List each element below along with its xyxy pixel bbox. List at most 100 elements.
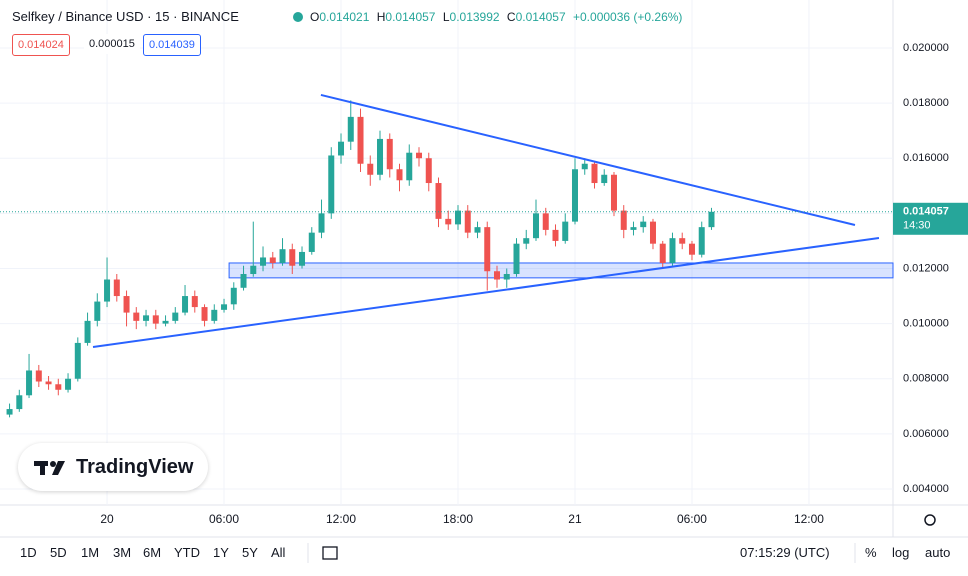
x-tick-label: 12:00 — [326, 512, 356, 526]
candle-body — [679, 238, 686, 244]
candle-body — [221, 304, 228, 310]
percent-toggle[interactable]: % — [865, 545, 877, 560]
logo-icon — [34, 461, 65, 475]
label: C — [506, 10, 516, 24]
value: 0.014057 — [515, 10, 566, 24]
candle-body — [425, 158, 432, 184]
label: O — [310, 10, 320, 24]
candle-body — [708, 211, 715, 228]
x-tick-label: 20 — [100, 512, 114, 526]
candle-body — [201, 307, 208, 321]
y-tick-label: 0.006000 — [903, 428, 949, 440]
value: 0.013992 — [449, 10, 500, 24]
range-button[interactable]: 1M — [81, 545, 100, 560]
candle-body — [474, 227, 481, 233]
last-price-tag — [893, 202, 968, 235]
logo[interactable]: TradingView — [18, 443, 208, 491]
candle-body — [649, 221, 656, 244]
y-tick-label: 0.018000 — [903, 97, 949, 109]
candle-body — [162, 320, 169, 324]
candle-body — [250, 265, 257, 275]
candle-body — [347, 116, 354, 142]
candle-body — [386, 138, 393, 170]
support-zone — [228, 262, 894, 279]
settings-icon[interactable] — [924, 514, 936, 526]
candle-body — [532, 213, 539, 239]
range-button[interactable]: 5Y — [242, 545, 258, 560]
date-range-icon[interactable] — [322, 546, 338, 560]
ohlc-legend: O0.014021 H0.014057 L0.013992 C0.014057 … — [310, 10, 686, 24]
candle-body — [6, 409, 13, 415]
candle-body — [240, 274, 247, 288]
y-tick-label: 0.012000 — [903, 262, 949, 274]
candle-body — [698, 227, 705, 255]
sell-button[interactable]: 0.014024 — [12, 34, 70, 56]
symbol-title[interactable]: Selfkey / Binance USD · 15 · BINANCE — [12, 9, 239, 24]
candle-body — [591, 163, 598, 184]
spread: 0.000015 — [84, 34, 140, 54]
clock: 07:15:29 (UTC) — [740, 545, 830, 560]
candle-body — [104, 279, 111, 302]
candle-body — [143, 315, 150, 321]
candle-body — [523, 238, 530, 244]
candle-body — [571, 169, 578, 222]
candle-body — [396, 169, 403, 181]
candle-body — [299, 251, 306, 266]
candle-body — [503, 274, 510, 280]
candle-body — [289, 249, 296, 266]
candle-body — [562, 221, 569, 241]
candle-body — [318, 213, 325, 233]
x-tick-label: 12:00 — [794, 512, 824, 526]
logo-text: TradingView — [76, 456, 194, 478]
candle-body — [640, 221, 647, 228]
countdown: 14:30 — [903, 220, 931, 232]
candle-body — [16, 395, 23, 410]
y-tick-label: 0.020000 — [903, 42, 949, 54]
y-tick-label: 0.010000 — [903, 318, 949, 330]
candle-body — [367, 163, 374, 175]
change: +0.000036 (+0.26%) — [573, 10, 683, 24]
range-button[interactable]: YTD — [174, 545, 200, 560]
candle-body — [182, 296, 189, 313]
candle-body — [484, 227, 491, 272]
range-button[interactable]: 1D — [20, 545, 37, 560]
trend-line — [92, 236, 880, 348]
candle-body — [377, 138, 384, 175]
candle-body — [123, 296, 130, 313]
auto-toggle[interactable]: auto — [925, 545, 951, 560]
x-tick-label: 06:00 — [677, 512, 707, 526]
range-button[interactable]: 1Y — [213, 545, 229, 560]
candle-body — [65, 378, 72, 390]
candle-body — [601, 174, 608, 184]
candle-body — [84, 320, 91, 343]
range-button[interactable]: 3M — [113, 545, 132, 560]
candle-body — [357, 116, 364, 164]
candle-body — [152, 315, 159, 324]
candle-body — [669, 238, 676, 263]
candle-body — [172, 312, 179, 321]
candle-body — [94, 301, 101, 321]
candle-body — [191, 296, 198, 308]
log-toggle[interactable]: log — [892, 545, 910, 560]
candle-body — [552, 229, 559, 241]
candle-body — [464, 210, 471, 233]
buy-button[interactable]: 0.014039 — [143, 34, 201, 56]
candle-body — [630, 227, 637, 230]
label: H — [376, 10, 386, 24]
y-tick-label: 0.004000 — [903, 483, 949, 495]
candle-body — [74, 342, 81, 379]
candle-body — [211, 309, 218, 321]
candle-body — [406, 152, 413, 181]
candle-body — [260, 257, 267, 266]
candle-body — [35, 370, 42, 382]
range-button[interactable]: 6M — [143, 545, 162, 560]
candle-body — [435, 183, 442, 219]
trend-line — [320, 93, 856, 226]
candle-body — [542, 213, 549, 230]
y-tick-label: 0.016000 — [903, 152, 949, 164]
range-button[interactable]: 5D — [50, 545, 67, 560]
candle-body — [493, 271, 500, 280]
range-button[interactable]: All — [271, 545, 286, 560]
